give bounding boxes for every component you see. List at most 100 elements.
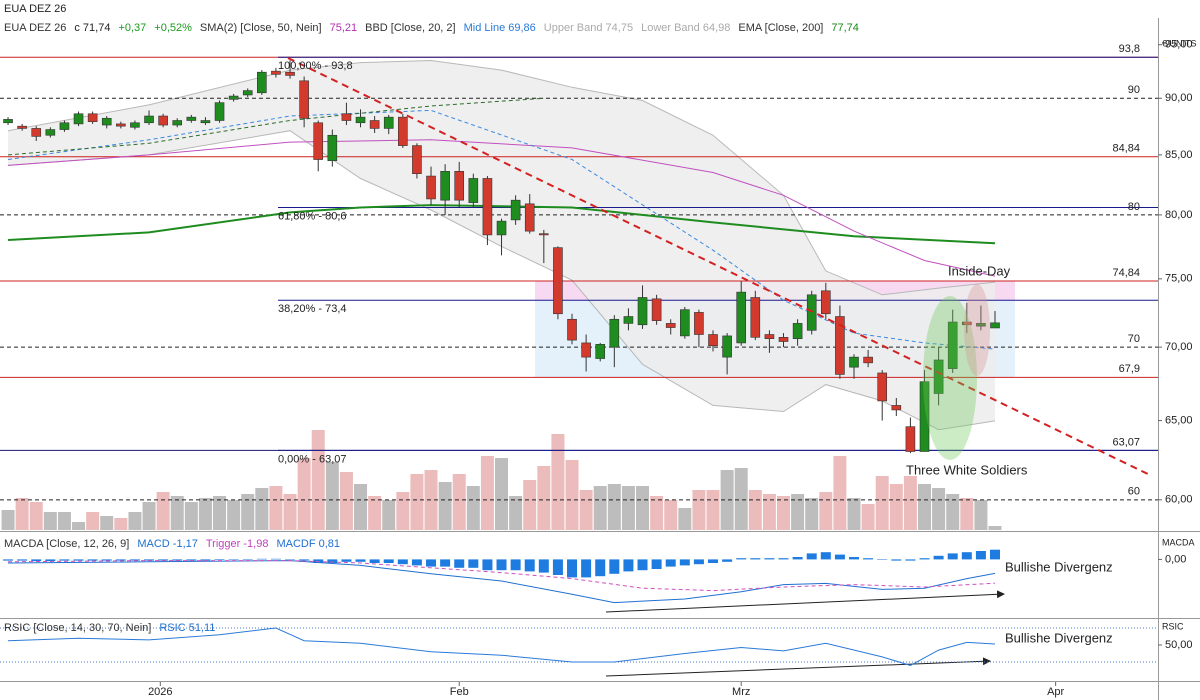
band-upper — [7, 59, 996, 296]
volume-bar — [325, 462, 339, 530]
candle-body — [736, 291, 747, 344]
divergence-arrow — [605, 657, 991, 677]
volume-bar — [354, 484, 368, 530]
histogram-bar — [285, 559, 296, 560]
volume-bar — [241, 494, 255, 530]
y-axis-label: €/UNITS — [1162, 38, 1197, 48]
histogram-bar — [59, 559, 70, 561]
volume-bar — [861, 504, 875, 530]
volume-bar — [847, 498, 861, 530]
histogram-bar — [200, 559, 211, 561]
header-value: c 71,74 — [74, 22, 110, 34]
volume-bar — [410, 474, 424, 530]
volume-bar — [579, 490, 593, 530]
candle-body — [962, 321, 972, 326]
candle-body — [101, 117, 112, 126]
header-value: Trigger -1,98 — [206, 538, 269, 550]
candle-body — [877, 372, 888, 402]
histogram-bar — [919, 558, 930, 560]
candle-body — [919, 381, 930, 452]
histogram-bar — [538, 559, 549, 573]
candle-body — [412, 145, 422, 174]
volume-bar — [156, 492, 170, 530]
candle-body — [228, 95, 239, 100]
histogram-bar — [214, 559, 225, 560]
candle-body — [792, 323, 803, 340]
volume-bar — [762, 494, 776, 530]
volume-bar — [43, 512, 57, 530]
volume-bar — [946, 494, 960, 530]
volume-bar — [29, 502, 43, 530]
histogram-bar — [722, 559, 733, 562]
volume-bar — [692, 490, 706, 530]
fib-label: 61,80% - 80,6 — [278, 210, 347, 222]
header-value: EMA [Close, 200] — [738, 22, 823, 34]
level-label: 74,84 — [1112, 267, 1140, 279]
candle-body — [3, 119, 13, 124]
histogram-bar — [595, 559, 606, 577]
volume-bar — [523, 480, 537, 530]
volume-bar — [551, 434, 565, 530]
volume-bar — [382, 500, 396, 530]
volume-bar — [537, 466, 551, 530]
candle-body — [863, 356, 873, 364]
volume-bar — [988, 526, 1002, 530]
panel-header: RSIC [Close, 14, 30, 70, Nein] RSIC 51,11 — [4, 622, 215, 634]
fib-label: 100,00% - 93,8 — [278, 60, 353, 72]
volume-bar — [114, 518, 128, 530]
candle-body — [539, 233, 549, 236]
histogram-bar — [242, 559, 253, 560]
annotation: Bullishe Divergenz — [1005, 559, 1113, 574]
volume-bar — [607, 484, 621, 530]
histogram-bar — [849, 557, 860, 560]
candle-body — [581, 342, 591, 358]
histogram-bar — [581, 559, 592, 578]
volume-bar — [833, 456, 847, 530]
y-tick-label: 0,00 — [1165, 553, 1186, 565]
candle-body — [891, 405, 902, 411]
candle-body — [623, 316, 634, 324]
candle-body — [778, 337, 789, 342]
histogram-bar — [228, 559, 239, 560]
candle-body — [933, 359, 944, 394]
histogram-bar — [863, 558, 874, 560]
highlight-ellipse — [964, 284, 990, 376]
histogram-bar — [764, 558, 775, 560]
header-value: +0,37 — [118, 22, 146, 34]
volume-bar — [452, 474, 466, 530]
candle-body — [341, 113, 352, 121]
histogram-bar — [158, 559, 169, 561]
candle-body — [468, 178, 479, 203]
candle-body — [313, 122, 324, 160]
volume-bar — [184, 502, 198, 530]
histogram-bar — [45, 559, 56, 562]
y-tick-label: 70,00 — [1165, 341, 1193, 353]
histogram-bar — [256, 558, 267, 560]
histogram-bar — [947, 553, 958, 560]
candle-body — [510, 199, 521, 221]
volume-bar — [636, 486, 650, 530]
candle-body — [327, 134, 338, 162]
histogram-bar — [792, 557, 803, 560]
indicator-line — [7, 560, 996, 592]
volume-bar — [918, 484, 932, 530]
panel-title: EUA DEZ 26 — [4, 22, 66, 34]
band-lower — [7, 130, 996, 431]
volume-bar — [593, 486, 607, 530]
candle-body — [369, 120, 380, 129]
volume-bar — [255, 488, 269, 530]
candle-body — [17, 125, 27, 129]
volume-bar — [424, 470, 438, 530]
volume-bar — [100, 516, 114, 530]
histogram-bar — [327, 559, 338, 563]
volume-bar — [438, 482, 452, 530]
chart-title: EUA DEZ 26 — [4, 3, 66, 15]
histogram-bar — [778, 558, 789, 560]
volume-bar — [819, 492, 833, 530]
divergence-arrow — [605, 590, 1005, 613]
histogram-bar — [73, 559, 84, 561]
candle-body — [595, 344, 606, 359]
volume-bar — [1, 510, 15, 530]
